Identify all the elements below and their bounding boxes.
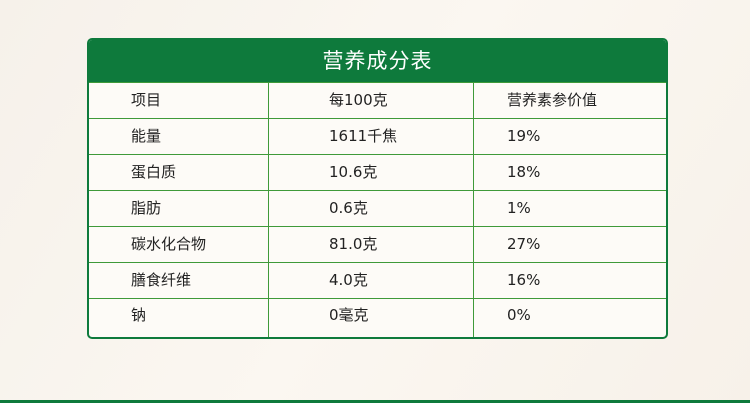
nutrient-nrv: 27% bbox=[507, 235, 541, 253]
table-row: 钠 0毫克 0% bbox=[89, 298, 666, 337]
nutrient-name: 膳食纤维 bbox=[131, 271, 192, 289]
table-row: 脂肪 0.6克 1% bbox=[89, 190, 666, 226]
table-header-row: 项目 每100克 营养素参价值 bbox=[89, 82, 666, 118]
bottom-divider bbox=[0, 400, 750, 403]
nutrient-amount: 4.0克 bbox=[329, 271, 368, 289]
table-row: 蛋白质 10.6克 18% bbox=[89, 154, 666, 190]
nutrient-name: 碳水化合物 bbox=[131, 235, 207, 253]
nutrient-amount: 10.6克 bbox=[329, 163, 378, 181]
nutrition-table: 营养成分表 项目 每100克 营养素参价值 能量 1611千焦 19% 蛋白质 … bbox=[87, 38, 668, 339]
table-row: 能量 1611千焦 19% bbox=[89, 118, 666, 154]
nutrient-name: 钠 bbox=[131, 306, 147, 324]
header-item: 项目 bbox=[131, 91, 162, 109]
table-row: 膳食纤维 4.0克 16% bbox=[89, 262, 666, 298]
nutrient-nrv: 1% bbox=[507, 199, 531, 217]
nutrient-amount: 1611千焦 bbox=[329, 127, 398, 145]
column-divider bbox=[473, 82, 474, 337]
header-nrv: 营养素参价值 bbox=[507, 91, 598, 109]
nutrient-amount: 0毫克 bbox=[329, 306, 369, 324]
column-divider bbox=[268, 82, 269, 337]
nutrient-name: 蛋白质 bbox=[131, 163, 177, 181]
nutrient-amount: 81.0克 bbox=[329, 235, 378, 253]
table-row: 碳水化合物 81.0克 27% bbox=[89, 226, 666, 262]
nutrient-nrv: 0% bbox=[507, 306, 531, 324]
nutrient-name: 脂肪 bbox=[131, 199, 162, 217]
nutrient-nrv: 18% bbox=[507, 163, 541, 181]
nutrient-name: 能量 bbox=[131, 127, 162, 145]
table-title: 营养成分表 bbox=[89, 40, 666, 82]
header-per-100g: 每100克 bbox=[329, 91, 388, 109]
nutrient-nrv: 16% bbox=[507, 271, 541, 289]
nutrient-nrv: 19% bbox=[507, 127, 541, 145]
nutrient-amount: 0.6克 bbox=[329, 199, 368, 217]
